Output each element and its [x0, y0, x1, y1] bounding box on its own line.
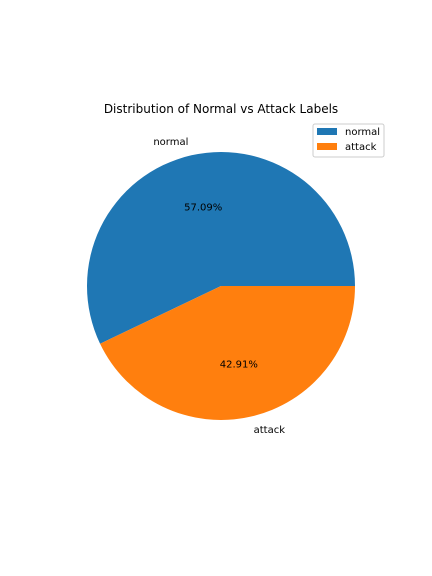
slice-label-attack: attack [254, 425, 286, 436]
pie-labels: normal 57.09% attack 42.91% [153, 137, 285, 436]
legend-swatch-normal [317, 128, 337, 135]
pie-slice-normal [86, 151, 355, 344]
legend-label-attack: attack [345, 142, 377, 153]
pie-slices [86, 151, 355, 420]
chart-title: Distribution of Normal vs Attack Labels [104, 102, 338, 116]
slice-label-normal: normal [153, 137, 188, 148]
legend-label-normal: normal [345, 127, 380, 138]
pct-label-normal: 57.09% [184, 203, 222, 214]
legend-swatch-attack [317, 143, 337, 150]
pct-label-attack: 42.91% [220, 359, 258, 370]
pie-slice-attack [100, 286, 355, 420]
legend: normal attack [312, 123, 385, 158]
